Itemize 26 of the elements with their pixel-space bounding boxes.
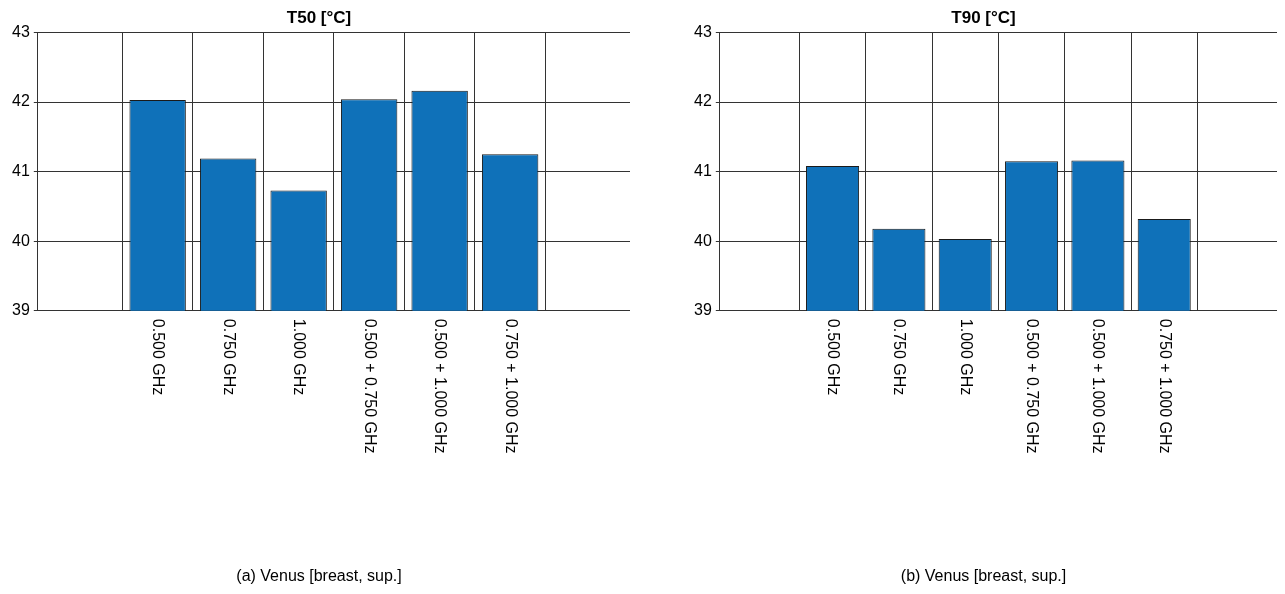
x-tick-label: 0.500 + 1.000 GHz xyxy=(432,318,450,454)
x-tick-label: 0.500 GHz xyxy=(150,318,168,396)
y-tick-label: 43 xyxy=(12,22,30,40)
y-tick-label: 42 xyxy=(694,92,712,110)
x-tick-label: 0.500 + 1.000 GHz xyxy=(1090,318,1108,454)
y-tick-label: 40 xyxy=(694,231,712,249)
y-tick-label: 41 xyxy=(694,162,712,180)
x-tick-label: 0.500 + 0.750 GHz xyxy=(361,318,379,454)
y-tick-label: 39 xyxy=(694,301,712,319)
y-tick-label: 43 xyxy=(694,22,712,40)
y-tick-label: 41 xyxy=(12,162,30,180)
x-tick-label: 0.500 + 0.750 GHz xyxy=(1024,318,1042,454)
x-tick-label: 0.750 GHz xyxy=(891,318,909,396)
x-tick-label: 0.750 + 1.000 GHz xyxy=(502,318,520,454)
chart-title: T90 [°C] xyxy=(951,7,1016,27)
y-tick-label: 40 xyxy=(12,231,30,249)
x-axis-title: (a) Venus [breast, sup.] xyxy=(236,566,402,584)
x-axis-title: (b) Venus [breast, sup.] xyxy=(900,566,1067,584)
y-tick-label: 42 xyxy=(12,92,30,110)
x-tick-label: 0.750 + 1.000 GHz xyxy=(1156,318,1174,454)
x-tick-label: 1.000 GHz xyxy=(957,318,975,396)
x-tick-label: 1.000 GHz xyxy=(291,318,309,396)
x-tick-label: 0.500 GHz xyxy=(825,318,843,396)
chart-title: T50 [°C] xyxy=(286,7,352,27)
y-tick-label: 39 xyxy=(12,301,30,319)
x-tick-label: 0.750 GHz xyxy=(220,318,238,396)
